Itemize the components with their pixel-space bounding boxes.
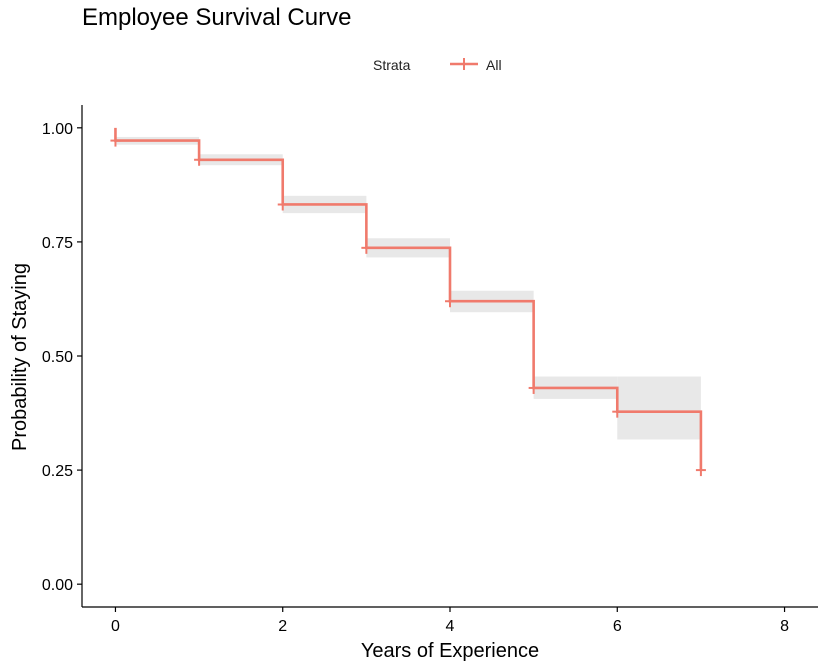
censor-mark-5 [528, 381, 539, 394]
legend-title: Strata [373, 57, 411, 73]
legend: Strata All [373, 57, 502, 73]
confidence-band-layer [115, 136, 701, 440]
x-tick-label-6: 6 [613, 618, 622, 635]
legend-label-all: All [486, 57, 502, 73]
censor-mark-2 [277, 198, 288, 211]
legend-key-all [450, 58, 478, 70]
y-tick-label-4: 1.00 [42, 121, 73, 138]
y-tick-label-0: 0.00 [42, 577, 73, 594]
y-axis-label: Probability of Staying [9, 263, 31, 451]
y-tick-label-2: 0.50 [42, 349, 73, 366]
x-axis-label: Years of Experience [361, 640, 539, 662]
x-tick-label-8: 8 [780, 618, 789, 635]
censor-mark-0 [110, 134, 121, 147]
censor-mark-6 [612, 405, 623, 418]
chart-title: Employee Survival Curve [82, 4, 351, 31]
x-axis-ticks: 0 2 4 6 8 [111, 607, 789, 635]
censor-mark-1 [194, 153, 205, 166]
y-tick-label-3: 0.75 [42, 235, 73, 252]
x-tick-label-0: 0 [111, 618, 120, 635]
y-tick-label-1: 0.25 [42, 463, 73, 480]
survival-curve-layer [114, 127, 703, 471]
censor-mark-7 [695, 464, 706, 477]
censor-mark-4 [445, 295, 455, 308]
x-tick-label-2: 2 [278, 618, 287, 635]
censor-marks-layer [110, 134, 706, 477]
x-tick-label-4: 4 [446, 618, 455, 635]
ci-band-6 [617, 376, 701, 440]
y-axis-ticks: 0.00 0.25 0.50 0.75 1.00 [42, 121, 82, 594]
censor-mark-3 [361, 241, 372, 254]
survival-step-line [114, 127, 703, 471]
axes [81, 105, 818, 608]
